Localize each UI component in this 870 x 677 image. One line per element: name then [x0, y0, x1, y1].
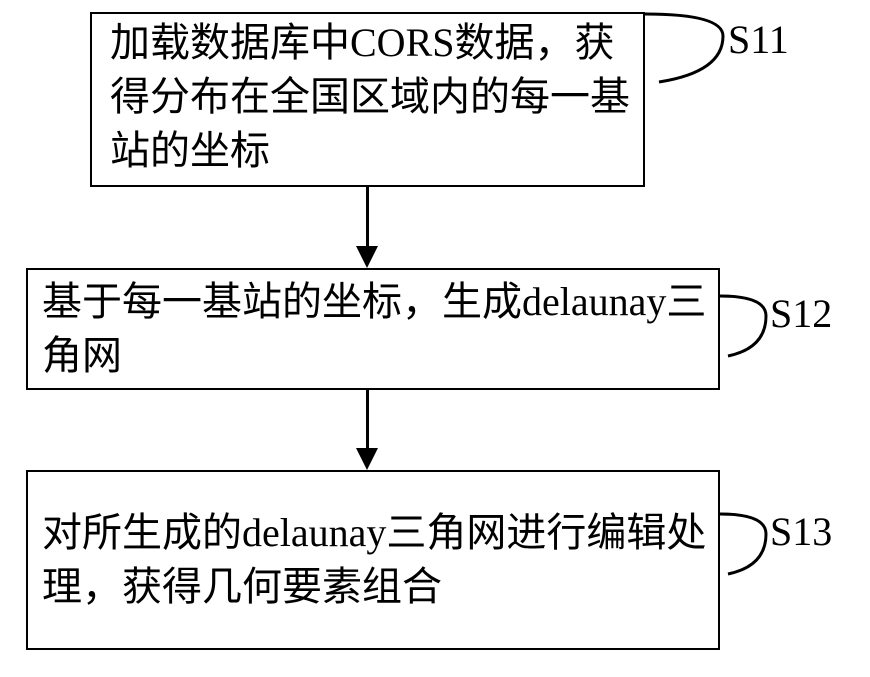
flow-node-s11-text: 加载数据库中CORS数据，获得分布在全国区域内的每一基站的坐标	[110, 16, 635, 178]
flow-node-s12: 基于每一基站的坐标，生成delaunay三角网	[26, 268, 720, 390]
flow-node-s13-text: 对所生成的delaunay三角网进行编辑处理，获得几何要素组合	[42, 506, 710, 614]
flow-node-s11: 加载数据库中CORS数据，获得分布在全国区域内的每一基站的坐标	[90, 12, 645, 187]
flow-node-s13: 对所生成的delaunay三角网进行编辑处理，获得几何要素组合	[26, 470, 720, 650]
brace-s12	[720, 296, 768, 358]
flow-node-s12-text: 基于每一基站的坐标，生成delaunay三角网	[42, 275, 710, 383]
brace-s11	[645, 14, 725, 84]
edge-n1-n2-line	[366, 187, 369, 246]
edge-n2-n3-head	[356, 448, 378, 470]
flowchart-canvas: 加载数据库中CORS数据，获得分布在全国区域内的每一基站的坐标 S11 基于每一…	[0, 0, 870, 677]
edge-n1-n2-head	[356, 246, 378, 268]
step-label-s12: S12	[770, 290, 832, 337]
step-label-s11: S11	[728, 16, 789, 63]
edge-n2-n3-line	[366, 390, 369, 448]
brace-s13	[720, 514, 768, 576]
step-label-s13: S13	[770, 508, 832, 555]
